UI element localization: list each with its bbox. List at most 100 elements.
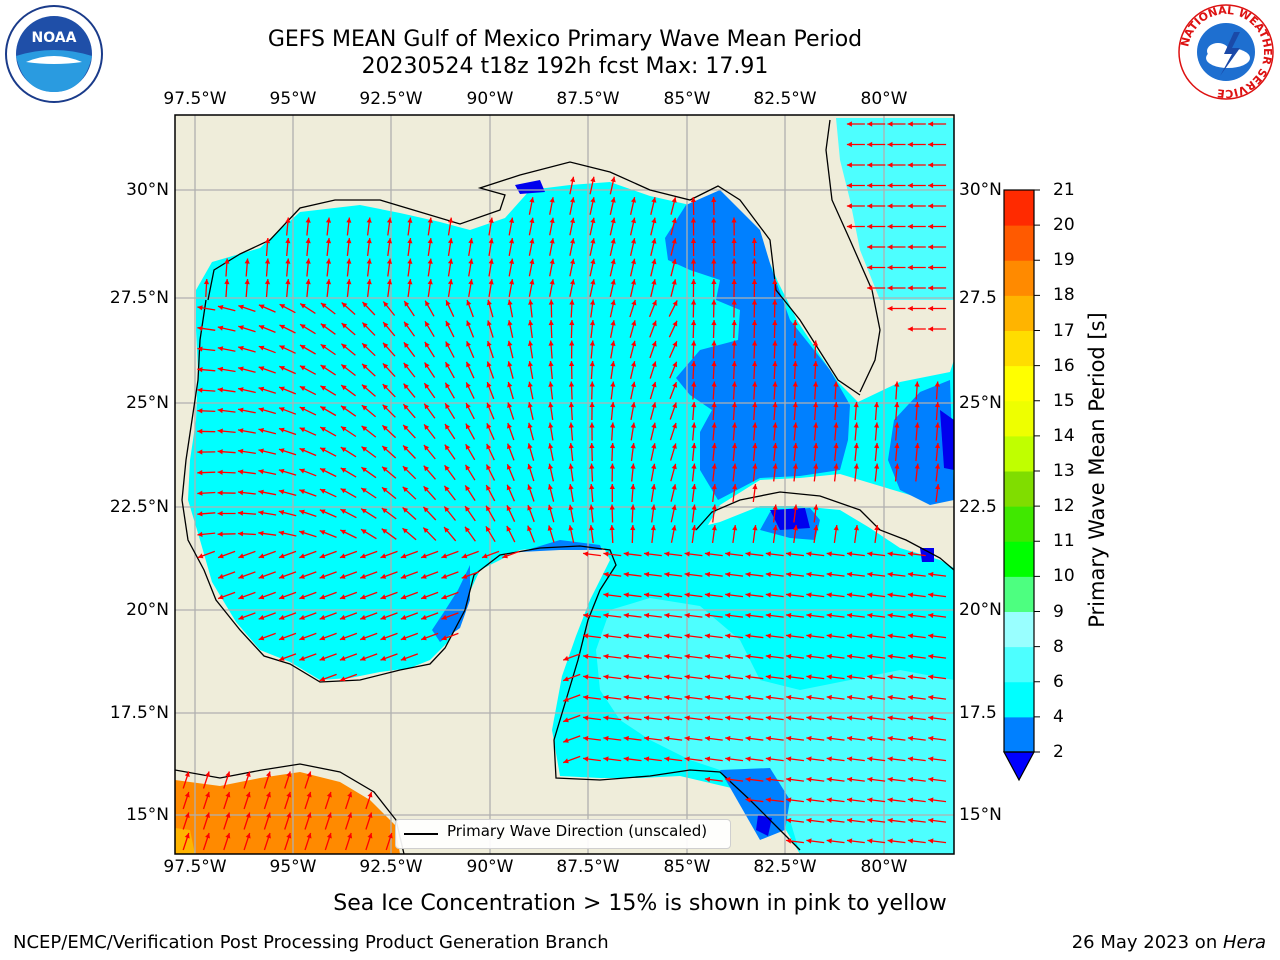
wave-direction-arrow — [258, 510, 277, 516]
noaa-logo: NOAA — [5, 5, 103, 103]
map-frame — [174, 114, 955, 855]
wave-direction-arrow — [589, 258, 596, 277]
wave-direction-arrow — [548, 360, 554, 380]
wave-direction-arrow — [217, 449, 236, 455]
wave-direction-arrow — [420, 550, 439, 559]
wave-direction-arrow — [664, 633, 683, 639]
lat-tick-left: 27.5°N — [109, 288, 169, 308]
wave-direction-arrow — [366, 279, 372, 297]
wave-direction-arrow — [786, 592, 804, 598]
wave-direction-arrow — [649, 402, 657, 420]
wave-direction-arrow — [365, 832, 373, 851]
wave-direction-arrow — [650, 258, 657, 277]
wave-direction-arrow — [745, 653, 764, 660]
wave-direction-arrow — [243, 832, 251, 851]
wave-direction-arrow — [650, 483, 657, 503]
wave-direction-arrow — [670, 463, 677, 482]
wave-direction-arrow — [867, 244, 886, 250]
wave-direction-arrow — [887, 182, 906, 189]
wave-direction-arrow — [867, 633, 886, 639]
wave-direction-arrow — [907, 121, 926, 127]
wave-direction-arrow — [423, 424, 436, 439]
wave-direction-arrow — [507, 320, 514, 338]
wave-direction-arrow — [243, 791, 251, 810]
wave-direction-arrow — [649, 381, 657, 400]
legend-line-swatch — [404, 833, 438, 835]
wave-direction-arrow — [826, 776, 845, 783]
lon-tick-bottom: 85°W — [663, 857, 711, 877]
wave-direction-arrow — [568, 504, 575, 523]
wave-direction-arrow — [238, 571, 256, 579]
wave-direction-arrow — [867, 735, 886, 742]
wave-direction-arrow — [833, 525, 839, 543]
wave-direction-arrow — [609, 463, 615, 482]
wave-direction-arrow — [867, 776, 886, 783]
wave-direction-arrow — [786, 571, 804, 578]
wave-direction-arrow — [609, 504, 615, 523]
wave-direction-arrow — [711, 360, 717, 380]
wave-direction-arrow — [833, 401, 839, 421]
wave-direction-arrow — [508, 237, 515, 257]
wave-direction-arrow — [745, 715, 764, 721]
wave-direction-arrow — [907, 735, 926, 742]
wave-direction-arrow — [549, 197, 555, 215]
wave-direction-arrow — [684, 756, 703, 762]
wave-direction-arrow — [465, 423, 476, 440]
wave-direction-arrow — [786, 735, 804, 742]
wave-direction-arrow — [833, 463, 839, 482]
wave-direction-arrow — [278, 427, 297, 436]
wave-direction-arrow — [299, 365, 317, 375]
colorbar-segment — [1004, 611, 1034, 648]
wave-direction-arrow — [278, 653, 297, 661]
wave-direction-arrow — [669, 402, 677, 420]
colorbar-segment — [1004, 295, 1034, 331]
wave-direction-arrow — [380, 653, 398, 661]
wave-direction-arrow — [237, 531, 256, 537]
wave-direction-arrow — [486, 320, 494, 338]
wave-direction-arrow — [610, 340, 616, 359]
wave-direction-arrow — [508, 258, 515, 277]
wave-direction-arrow — [506, 484, 515, 502]
wave-direction-arrow — [928, 776, 947, 783]
wave-direction-arrow — [488, 258, 494, 277]
east-water-6-8s — [836, 118, 954, 300]
wave-direction-arrow — [670, 258, 677, 277]
wave-direction-arrow — [299, 612, 317, 620]
wave-direction-arrow — [486, 381, 495, 400]
wave-direction-arrow — [444, 423, 456, 440]
wave-direction-arrow — [610, 401, 616, 421]
wave-direction-arrow — [589, 504, 595, 523]
wave-direction-arrow — [629, 320, 637, 338]
wave-direction-arrow — [752, 340, 758, 359]
wave-direction-arrow — [648, 299, 657, 318]
wave-direction-arrow — [589, 176, 596, 195]
lat-tick-right: 25°N — [959, 393, 1002, 413]
wave-direction-arrow — [765, 653, 784, 660]
wave-direction-arrow — [569, 197, 576, 215]
wave-direction-arrow — [792, 319, 798, 339]
wave-direction-arrow — [609, 299, 616, 318]
wave-direction-arrow — [711, 504, 717, 523]
wave-direction-arrow — [278, 530, 297, 537]
wave-direction-arrow — [887, 551, 906, 557]
wave-direction-arrow — [732, 484, 738, 502]
wave-direction-arrow — [325, 238, 332, 256]
wave-direction-arrow — [278, 489, 297, 497]
wave-direction-arrow — [765, 592, 784, 598]
wave-direction-arrow — [732, 525, 738, 543]
wave-direction-arrow — [258, 324, 276, 334]
wave-direction-arrow — [928, 162, 947, 168]
wave-direction-arrow — [341, 322, 356, 336]
wave-direction-arrow — [402, 445, 416, 459]
wave-direction-arrow — [485, 484, 496, 502]
wave-direction-arrow — [813, 504, 819, 523]
wave-direction-arrow — [664, 592, 683, 598]
wave-direction-arrow — [630, 504, 636, 523]
wave-direction-arrow — [361, 466, 377, 479]
wave-direction-arrow — [664, 571, 683, 578]
wave-direction-arrow — [867, 838, 886, 844]
wave-direction-arrow — [690, 217, 696, 236]
wave-direction-arrow — [528, 197, 535, 215]
wave-direction-arrow — [400, 550, 419, 559]
wave-direction-arrow — [873, 401, 880, 421]
